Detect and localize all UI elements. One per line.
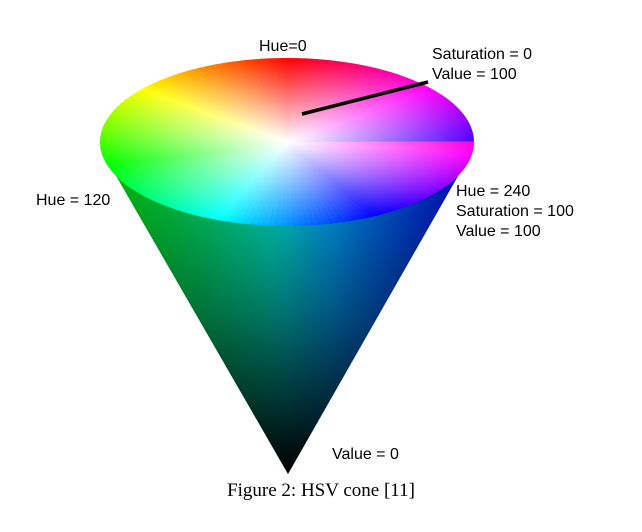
label-value-100-side: Value = 100: [456, 223, 541, 240]
label-saturation-100: Saturation = 100: [456, 203, 574, 220]
saturation-pointer-line: [301, 80, 429, 116]
wheel-white-center: [100, 58, 474, 226]
label-hue-0: Hue=0: [259, 38, 307, 55]
label-value-0: Value = 0: [332, 446, 399, 463]
label-hue-120: Hue = 120: [36, 192, 111, 209]
figure-caption: Figure 2: HSV cone [11]: [227, 480, 415, 501]
label-saturation-0: Saturation = 0: [432, 46, 533, 63]
label-value-100-top: Value = 100: [432, 66, 517, 83]
label-hue-240: Hue = 240: [456, 183, 531, 200]
cone-side-dark: [100, 148, 474, 474]
